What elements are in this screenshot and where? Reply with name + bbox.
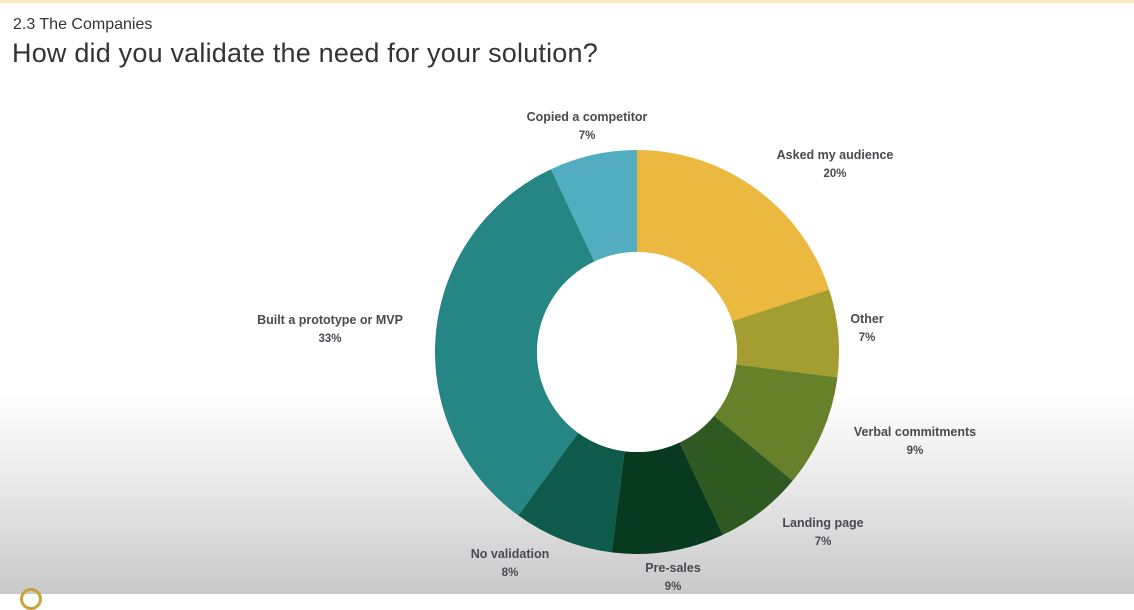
label-pct: 33% bbox=[318, 333, 342, 345]
slice-built-a-prototype-or-mvp bbox=[435, 169, 595, 516]
label-asked-my-audience: Asked my audience 20% bbox=[777, 146, 894, 184]
label-pct: 7% bbox=[814, 536, 832, 548]
brand-logo-icon bbox=[20, 588, 42, 610]
label-verbal-commitments: Verbal commitments 9% bbox=[854, 423, 976, 461]
slice-copied-a-competitor bbox=[550, 150, 637, 262]
label-text: Pre-sales bbox=[645, 561, 701, 575]
slice-other bbox=[732, 289, 839, 378]
label-pre-sales: Pre-sales 9% bbox=[645, 559, 701, 597]
label-text: Built a prototype or MVP bbox=[257, 313, 403, 327]
label-landing-page: Landing page 7% bbox=[782, 514, 863, 552]
label-pct: 9% bbox=[664, 581, 682, 593]
label-text: Asked my audience bbox=[776, 148, 894, 162]
label-pct: 7% bbox=[858, 332, 876, 344]
slice-pre-sales bbox=[611, 442, 724, 554]
label-text: No validation bbox=[470, 547, 550, 561]
label-text: Verbal commitments bbox=[853, 425, 977, 439]
label-pct: 7% bbox=[578, 130, 596, 142]
label-text: Landing page bbox=[782, 516, 864, 530]
label-pct: 20% bbox=[823, 168, 847, 180]
top-accent-strip bbox=[0, 0, 1134, 3]
label-pct: 9% bbox=[906, 445, 924, 457]
page-title: How did you validate the need for your s… bbox=[12, 38, 598, 68]
label-text: Copied a competitor bbox=[526, 110, 648, 124]
slice-no-validation bbox=[518, 432, 625, 553]
donut-hole bbox=[537, 252, 737, 452]
label-pct: 8% bbox=[501, 567, 519, 579]
label-no-validation: No validation 8% bbox=[471, 545, 549, 583]
label-text: Other bbox=[850, 312, 884, 326]
slice-landing-page bbox=[679, 415, 793, 535]
label-copied-competitor: Copied a competitor 7% bbox=[527, 108, 648, 146]
slice-verbal-commitments bbox=[714, 364, 838, 481]
section-label: 2.3 The Companies bbox=[13, 16, 153, 33]
label-other: Other 7% bbox=[850, 310, 883, 348]
label-built-prototype: Built a prototype or MVP 33% bbox=[257, 311, 403, 349]
donut-chart bbox=[435, 150, 839, 554]
slice-asked-my-audience bbox=[637, 150, 830, 322]
